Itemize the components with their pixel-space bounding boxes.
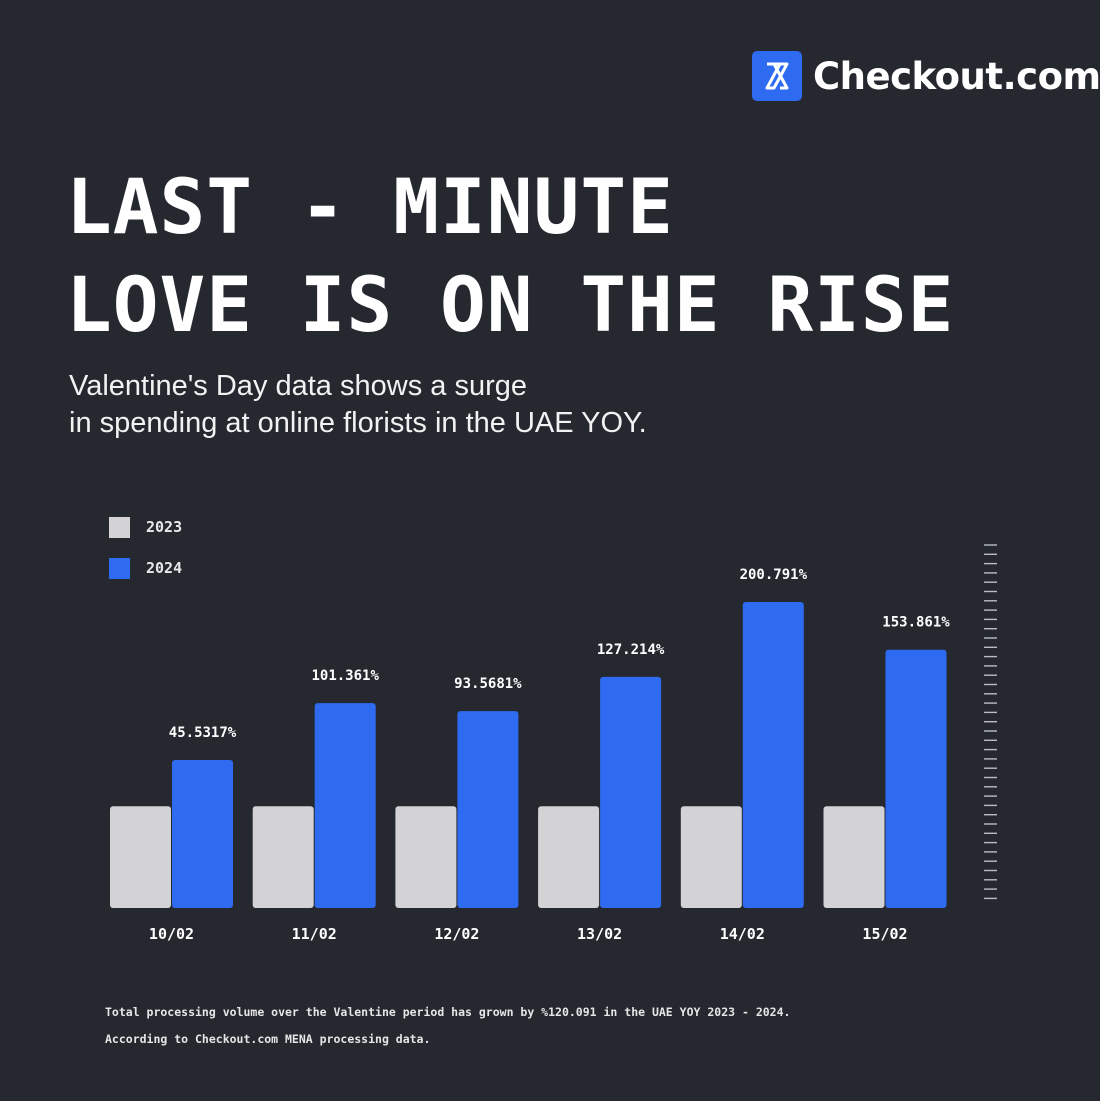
data-label-11-02: 101.361% — [311, 668, 379, 684]
subtitle: Valentine's Day data shows a surge in sp… — [69, 368, 647, 442]
x-tick-label-10-02: 10/02 — [149, 925, 194, 943]
headline-line-1: LAST - MINUTE — [66, 162, 674, 251]
brand-name: Checkout.com — [813, 54, 1100, 98]
data-label-13-02: 127.214% — [597, 642, 665, 658]
bar-2023-10-02 — [110, 806, 171, 908]
bar-2023-14-02 — [680, 806, 742, 908]
x-tick-label-11-02: 11/02 — [292, 925, 337, 943]
footnote-source: According to Checkout.com MENA processin… — [105, 1032, 431, 1046]
bar-2023-12-02 — [395, 806, 457, 908]
legend-swatch-2023 — [109, 516, 130, 538]
legend-swatch-2024 — [109, 557, 130, 579]
bar-2024-10-02 — [172, 759, 233, 908]
hourglass-x-icon — [752, 51, 802, 101]
x-tick-label-15-02: 15/02 — [862, 925, 907, 943]
footnote-growth: Total processing volume over the Valenti… — [105, 1005, 791, 1019]
data-label-15-02: 153.861% — [882, 615, 950, 631]
headline-line-2: LOVE IS ON THE RISE — [66, 260, 955, 349]
x-tick-label-14-02: 14/02 — [720, 925, 765, 943]
data-label-12-02: 93.5681% — [454, 676, 522, 692]
bar-2024-15-02 — [885, 649, 947, 908]
bar-2023-11-02 — [252, 806, 314, 908]
subtitle-line-2: in spending at online florists in the UA… — [69, 407, 647, 439]
brand-logo: Checkout.com — [752, 51, 1100, 101]
legend-label-2023: 2023 — [146, 518, 183, 536]
bar-2023-13-02 — [538, 806, 600, 908]
x-tick-label-13-02: 13/02 — [577, 925, 622, 943]
x-tick-label-12-02: 12/02 — [434, 925, 479, 943]
data-label-10-02: 45.5317% — [169, 725, 237, 741]
data-label-14-02: 200.791% — [740, 567, 808, 583]
bar-2024-12-02 — [457, 711, 519, 908]
chart-legend: 2023 2024 — [109, 516, 183, 599]
bar-2023-15-02 — [823, 806, 885, 908]
bar-2024-13-02 — [600, 676, 662, 908]
headline: LAST - MINUTE LOVE IS ON THE RISE — [66, 158, 954, 354]
legend-label-2024: 2024 — [146, 559, 183, 577]
legend-item-2023: 2023 — [109, 516, 183, 538]
legend-item-2024: 2024 — [109, 557, 183, 579]
subtitle-line-1: Valentine's Day data shows a surge — [69, 370, 527, 402]
bar-2024-14-02 — [742, 602, 804, 908]
bar-2024-11-02 — [314, 703, 376, 908]
